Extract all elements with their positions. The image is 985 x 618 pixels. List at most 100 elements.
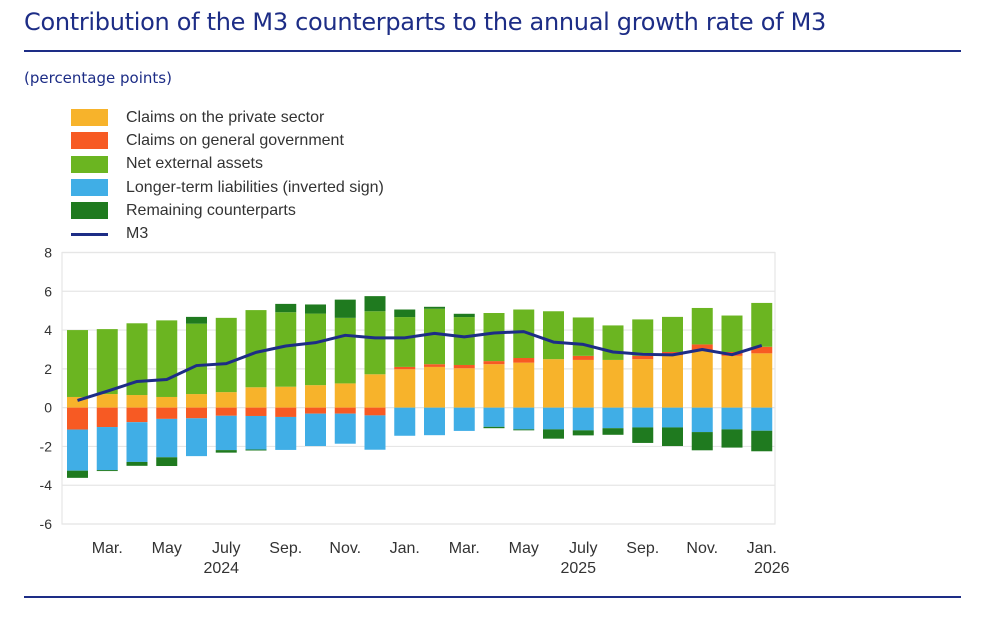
bar-longer-term xyxy=(186,418,207,457)
bar-net-external xyxy=(186,323,207,395)
bar-government xyxy=(215,407,237,416)
bar-longer-term xyxy=(245,415,267,450)
legend-swatch-private xyxy=(71,109,108,127)
bar-remaining xyxy=(186,316,207,324)
y-tick-label: 6 xyxy=(44,283,52,299)
bar-longer-term xyxy=(67,429,88,471)
bar-private xyxy=(67,396,88,408)
bar-government xyxy=(453,364,475,369)
bar-net-external xyxy=(96,329,118,395)
bar-private xyxy=(334,383,356,408)
bar-remaining xyxy=(602,428,624,435)
legend: Claims on the private sector Claims on g… xyxy=(71,106,384,246)
bar-private xyxy=(275,386,297,408)
x-tick-label: Mar. xyxy=(92,540,123,557)
bar-government xyxy=(394,366,416,370)
bar-remaining xyxy=(126,461,148,466)
bar-layer xyxy=(67,296,773,478)
bar-government xyxy=(305,407,326,414)
bar-remaining xyxy=(751,430,773,452)
bar-longer-term xyxy=(632,407,654,428)
x-tick-label: July xyxy=(569,540,597,557)
bar-remaining xyxy=(334,299,356,318)
bar-remaining xyxy=(215,450,237,453)
bar-longer-term xyxy=(602,407,624,429)
bar-remaining xyxy=(245,449,267,451)
bar-longer-term xyxy=(96,427,118,471)
bar-remaining xyxy=(662,427,683,447)
bar-private xyxy=(215,392,237,408)
x-tick-label: May xyxy=(152,540,182,557)
bar-private xyxy=(691,350,713,408)
legend-label: Claims on general government xyxy=(126,131,344,149)
bar-longer-term xyxy=(305,413,326,447)
bar-private xyxy=(394,369,416,408)
bar-government xyxy=(751,346,773,354)
legend-item-remaining: Remaining counterparts xyxy=(71,199,384,222)
bar-longer-term xyxy=(543,407,564,430)
legend-label: Claims on the private sector xyxy=(126,108,325,126)
bar-longer-term xyxy=(126,422,148,462)
bar-longer-term xyxy=(424,407,445,436)
bar-private xyxy=(513,362,535,408)
bar-longer-term xyxy=(483,407,505,427)
bar-net-external xyxy=(751,302,773,347)
bar-remaining xyxy=(424,306,445,309)
x-year-label: 2024 xyxy=(203,560,239,577)
bar-net-external xyxy=(453,317,475,365)
bar-private xyxy=(602,359,624,408)
bar-government xyxy=(67,407,88,430)
bar-net-external xyxy=(483,313,505,362)
bar-net-external xyxy=(394,317,416,367)
bar-longer-term xyxy=(275,416,297,450)
bar-government xyxy=(513,357,535,363)
bar-longer-term xyxy=(691,407,713,433)
x-tick-label: Mar. xyxy=(449,540,480,557)
bar-longer-term xyxy=(662,407,683,428)
bar-remaining xyxy=(156,457,178,467)
bar-net-external xyxy=(691,307,713,345)
bar-longer-term xyxy=(364,415,386,450)
bar-private xyxy=(543,359,564,408)
bar-government xyxy=(156,407,178,419)
bar-private xyxy=(721,355,743,408)
bar-remaining xyxy=(67,470,88,478)
y-tick-label: 2 xyxy=(44,361,52,377)
legend-line-m3 xyxy=(71,232,108,236)
bar-private xyxy=(305,385,326,408)
legend-item-government: Claims on general government xyxy=(71,129,384,152)
bar-net-external xyxy=(602,325,624,360)
y-tick-label: 4 xyxy=(44,322,52,338)
bar-net-external xyxy=(334,317,356,384)
x-tick-label: Jan. xyxy=(390,540,420,557)
bar-private xyxy=(632,359,654,408)
bar-net-external xyxy=(662,316,683,352)
x-tick-label: Nov. xyxy=(329,540,361,557)
bar-net-external xyxy=(632,319,654,356)
y-tick-label: -2 xyxy=(40,438,53,454)
y-tick-label: -4 xyxy=(40,477,53,493)
bar-government xyxy=(126,407,148,423)
title-divider xyxy=(24,50,961,52)
legend-swatch-remaining xyxy=(71,202,108,220)
bar-net-external xyxy=(215,317,237,393)
bar-net-external xyxy=(275,312,297,387)
bar-longer-term xyxy=(721,407,743,430)
bar-remaining xyxy=(305,304,326,314)
bar-government xyxy=(632,355,654,360)
bar-government xyxy=(275,407,297,417)
bar-government xyxy=(364,407,386,416)
bar-government xyxy=(334,407,356,414)
bar-longer-term xyxy=(156,418,178,458)
bar-private xyxy=(96,394,118,408)
bar-longer-term xyxy=(215,415,237,451)
bar-longer-term xyxy=(572,407,594,431)
bar-remaining xyxy=(96,470,118,472)
legend-label: Net external assets xyxy=(126,155,263,173)
legend-label: Remaining counterparts xyxy=(126,201,296,219)
bar-remaining xyxy=(572,430,594,436)
grid-layer xyxy=(61,251,776,525)
bar-remaining xyxy=(483,426,505,429)
x-tick-label: Sep. xyxy=(269,540,302,557)
legend-swatch-net-external xyxy=(71,155,108,173)
